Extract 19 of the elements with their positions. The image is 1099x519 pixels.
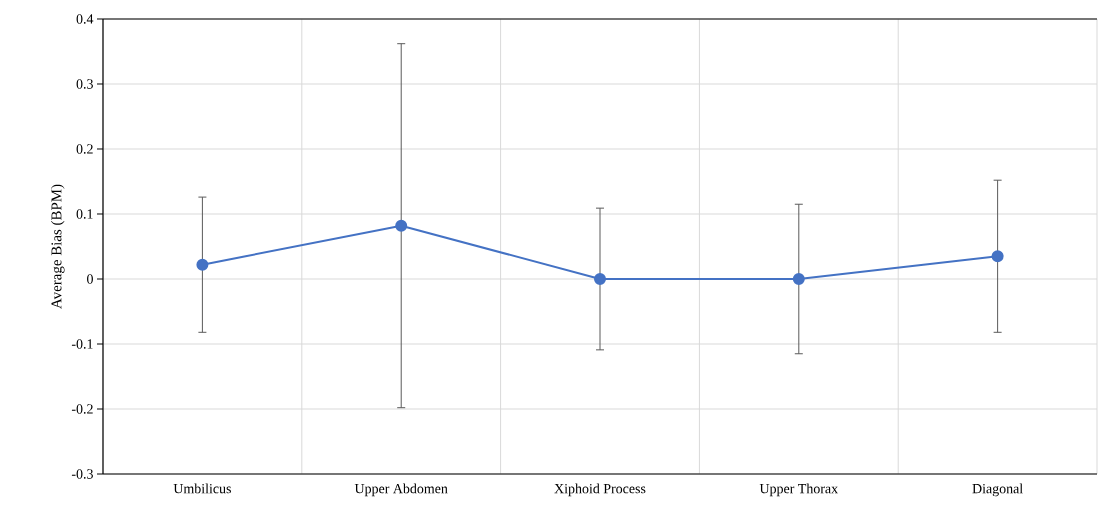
point (594, 273, 607, 285)
point (991, 250, 1004, 263)
y-tick-label: -0.2 (71, 404, 93, 414)
x-tick-label: Diagonal (972, 483, 1023, 497)
point (196, 258, 209, 271)
y-tick-label: -0.3 (71, 469, 93, 479)
point (395, 219, 408, 232)
y-axis-title: Average Bias (BPM) (50, 184, 65, 309)
x-tick-label: Umbilicus (173, 483, 231, 494)
point (792, 273, 805, 285)
y-tick-label: 0.4 (76, 14, 94, 24)
x-tick-label: Upper Abdomen (354, 483, 448, 497)
y-tick-label: 0.3 (76, 79, 93, 89)
y-tick-label: 0.2 (76, 144, 93, 154)
y-tick-label: 0.1 (76, 209, 93, 219)
y-tick-label: -0.1 (71, 339, 93, 349)
x-tick-label: Upper Thorax (759, 483, 838, 497)
x-tick-label: Xiphoid Process (554, 483, 646, 497)
y-tick-label: 0 (87, 274, 93, 284)
